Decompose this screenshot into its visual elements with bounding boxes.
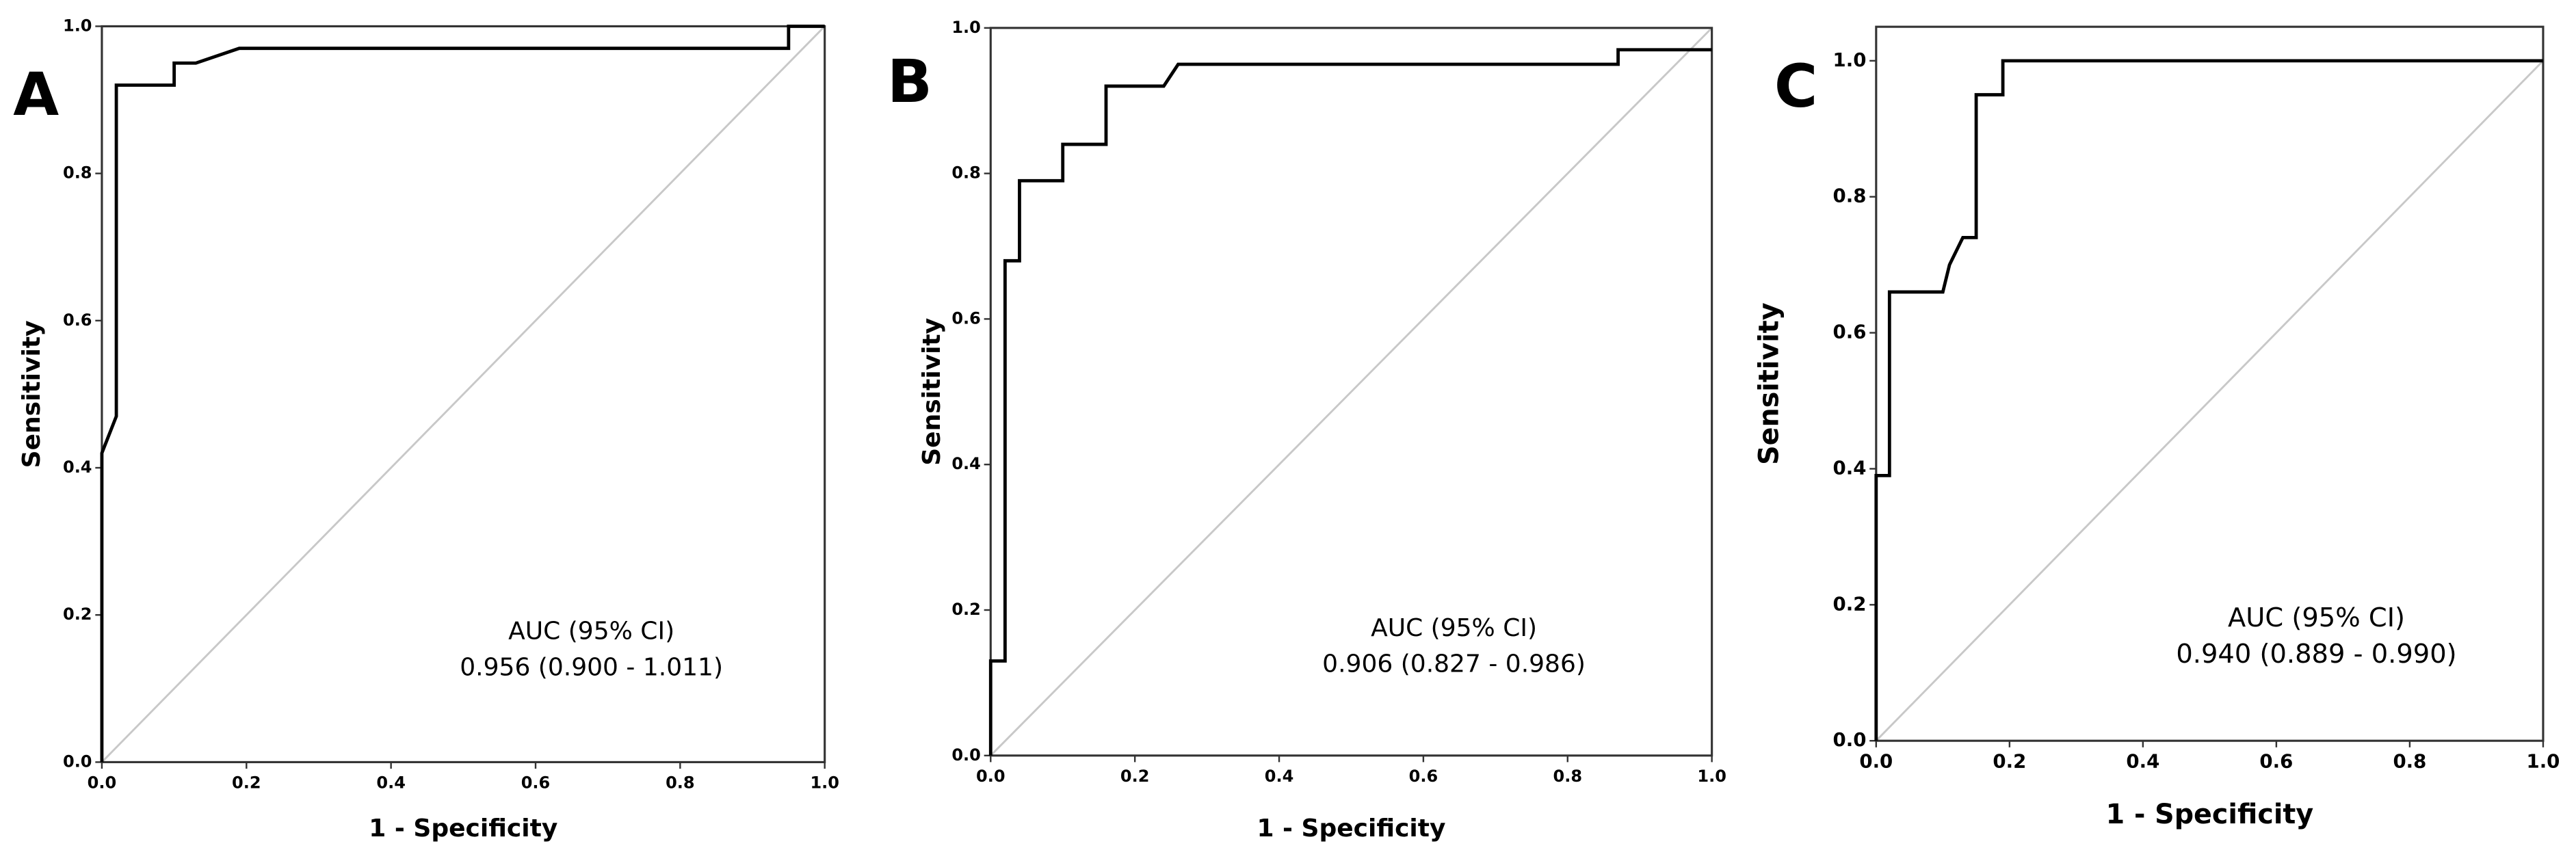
- y-tick-label: 0.0: [1832, 728, 1866, 751]
- y-tick-label: 0.6: [951, 308, 981, 328]
- y-tick-label: 0.4: [63, 458, 92, 477]
- x-axis-label: 1 - Specificity: [2106, 799, 2314, 830]
- auc-annotation: AUC (95% CI): [1371, 614, 1537, 642]
- x-tick-label: 0.2: [1993, 750, 2026, 772]
- roc-curve: [988, 48, 1712, 756]
- x-axis-label: 1 - Specificity: [369, 814, 557, 843]
- y-tick-label: 0.8: [951, 163, 981, 183]
- x-tick-label: 0.6: [2259, 750, 2293, 772]
- auc-annotation: 0.940 (0.889 - 0.990): [2176, 639, 2456, 670]
- reference-diagonal: [101, 25, 826, 763]
- y-tick-label: 0.6: [63, 310, 92, 330]
- y-axis-label: Sensitivity: [18, 320, 46, 468]
- panel-label: C: [1774, 53, 1817, 121]
- y-tick-label: 0.0: [951, 745, 981, 765]
- x-tick-label: 1.0: [810, 773, 839, 793]
- y-tick-label: 0.6: [1832, 321, 1866, 343]
- y-tick-label: 0.2: [1832, 592, 1866, 615]
- y-tick-label: 0.8: [63, 163, 92, 183]
- y-tick-label: 1.0: [1832, 49, 1866, 71]
- chart-panel: 0.0 0.2 0.4 0.6 0.8 1.0 0.0 0.2 0.4 0.6 0.8 1.0 1 - …: [1754, 25, 2560, 830]
- x-tick-label: 0.0: [88, 773, 117, 793]
- y-tick-label: 0.0: [63, 752, 92, 771]
- x-tick-label: 0.0: [976, 767, 1006, 786]
- y-tick-label: 1.0: [63, 16, 92, 35]
- roc-curve: [1874, 59, 2543, 741]
- panel-label: B: [887, 48, 932, 116]
- y-axis-label: Sensitivity: [918, 318, 946, 466]
- x-tick-label: 0.2: [1120, 767, 1150, 786]
- x-tick-label: 0.8: [1553, 767, 1583, 786]
- y-tick-label: 0.4: [1832, 456, 1866, 479]
- auc-annotation: 0.906 (0.827 - 0.986): [1322, 650, 1586, 678]
- y-tick-label: 0.4: [951, 454, 981, 473]
- y-tick-label: 0.2: [951, 600, 981, 619]
- reference-diagonal: [1875, 59, 2544, 742]
- y-tick-label: 0.2: [63, 605, 92, 624]
- y-tick-label: 1.0: [951, 18, 981, 37]
- x-tick-label: 0.4: [376, 773, 406, 793]
- x-tick-label: 1.0: [1697, 767, 1726, 786]
- plot-frame: [1875, 25, 2545, 742]
- plot-frame: [101, 25, 826, 763]
- roc-curve: [100, 25, 825, 763]
- chart-panel: 0.0 0.2 0.4 0.6 0.8 1.0 0.0 0.2 0.4 0.6 0.8 1.0 1 - …: [13, 16, 839, 842]
- x-tick-label: 1.0: [2526, 750, 2560, 772]
- x-tick-label: 0.8: [2393, 750, 2426, 772]
- x-tick-label: 0.0: [1859, 750, 1893, 772]
- x-tick-label: 0.2: [232, 773, 261, 793]
- y-tick-label: 0.8: [1832, 185, 1866, 207]
- auc-annotation: AUC (95% CI): [508, 618, 674, 646]
- auc-annotation: 0.956 (0.900 - 1.011): [460, 654, 723, 682]
- x-tick-label: 0.6: [1409, 767, 1438, 786]
- x-tick-label: 0.4: [2126, 750, 2159, 772]
- y-axis-label: Sensitivity: [1754, 302, 1785, 465]
- auc-annotation: AUC (95% CI): [2228, 602, 2405, 633]
- chart-panel: 0.0 0.2 0.4 0.6 0.8 1.0 0.0 0.2 0.4 0.6 0.8 1.0 1 - …: [887, 18, 1726, 843]
- plot-frame: [989, 27, 1713, 757]
- reference-diagonal: [990, 27, 1713, 756]
- x-tick-label: 0.6: [521, 773, 551, 793]
- x-tick-label: 0.4: [1265, 767, 1294, 786]
- x-tick-label: 0.8: [666, 773, 695, 793]
- x-axis-label: 1 - Specificity: [1257, 814, 1445, 843]
- panel-label: A: [13, 61, 59, 129]
